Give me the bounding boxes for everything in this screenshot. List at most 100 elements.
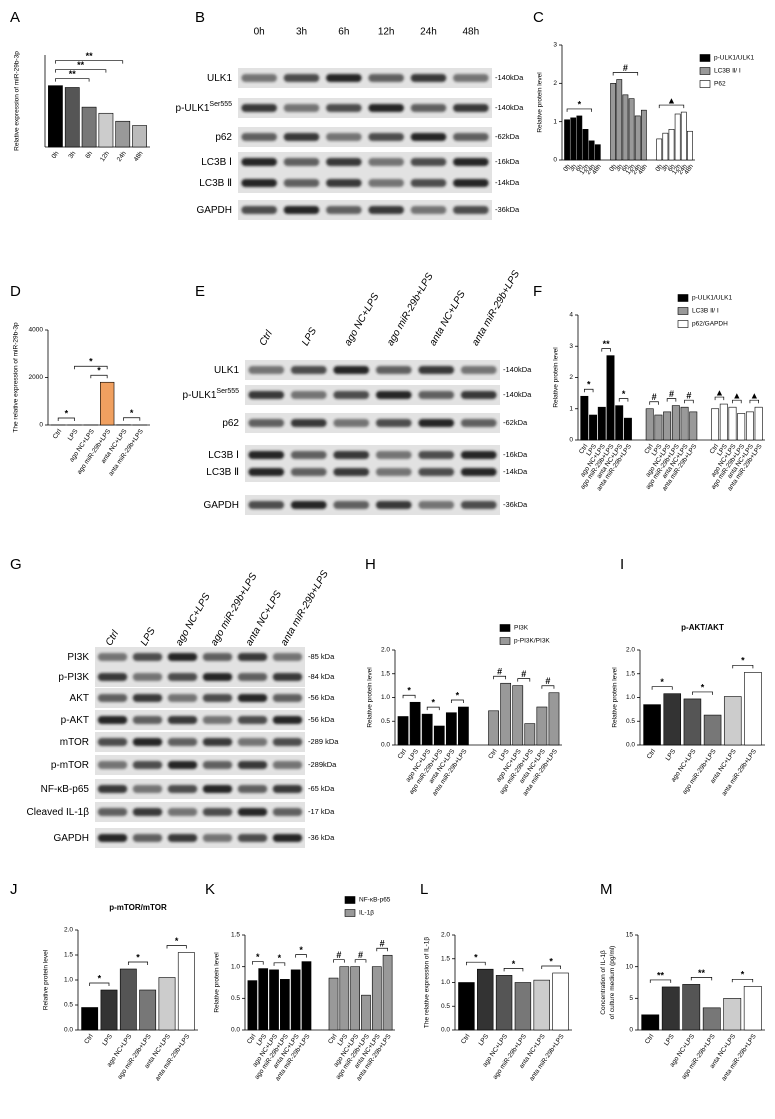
significance-bracket [612,72,639,76]
blot-band [460,501,497,509]
bar [564,119,570,161]
bar [350,966,360,1031]
legend-swatch [699,67,711,75]
x-tick-label: anta miR-29b+LPS [528,1033,566,1083]
row-label-text: AKT [70,693,89,704]
row-label-text: Cleaved IL-1β [27,807,90,818]
y-tick-label: 2.0 [381,647,390,654]
row-label: ULK1 [207,73,232,84]
blot-band [132,738,163,746]
y-tick-label: 0.0 [64,1027,73,1034]
significance-bracket [354,959,367,963]
lane-label: LPS [300,326,319,348]
significance-mark: * [175,936,179,946]
bar [339,966,350,1031]
row-label-text: p-AKT [61,715,89,726]
lane-label: anta NC+LPS [244,589,284,648]
significance-bracket [252,961,264,965]
x-tick-label: 3h [67,150,77,160]
blot-band [97,653,128,661]
row-label-text: p-ULK1 [176,103,210,114]
row-label-text: LC3B Ⅰ [208,450,239,461]
row-label: LC3B Ⅱ [199,178,232,189]
blot-band [375,468,412,476]
y-tick-label: 0.5 [64,1002,73,1009]
blot-band [241,133,277,141]
row-label-text: p-ULK1 [183,390,217,401]
kda-label: -84 kDa [308,672,335,681]
bar [589,414,598,441]
x-tick-label: Ctrl [52,428,64,441]
significance-mark: * [741,970,745,980]
blot-strip [95,802,305,822]
significance-mark: * [587,380,591,390]
blot-strip [95,755,305,775]
blot-band [418,468,455,476]
significance-mark: # [497,667,502,677]
x-tick-label: ago miR-29b+LPS [492,1033,529,1081]
blot-band [418,391,455,399]
row-label-text: p62 [222,418,239,429]
x-tick-label: Ctrl [709,443,721,456]
blot-band [202,716,233,724]
panel-letter: L [420,881,428,898]
blot-band [460,391,497,399]
x-tick-label: 3h [568,163,578,173]
x-tick-label: Ctrl [246,1033,258,1046]
blot-band [333,501,370,509]
blot-band [375,451,412,459]
row-label: GAPDH [196,205,232,216]
bar [580,395,589,441]
blot-band [167,673,198,681]
significance-bracket [541,965,561,969]
bar [597,406,606,441]
bar [48,85,63,148]
significance-bracket [732,664,754,669]
y-axis-label: Relative expression of miR-29b-3p [14,51,21,151]
significance-bracket [658,104,685,109]
significance-mark: * [660,677,664,687]
blot-band [326,74,362,82]
bar [656,138,663,161]
significance-bracket [493,675,507,680]
bar [640,109,647,161]
bar [64,87,80,148]
significance-mark: * [256,952,260,962]
y-tick-label: 0.0 [626,742,635,749]
bar [533,979,550,1031]
significance-bracket [566,108,592,112]
significance-bracket [402,694,416,699]
blot-band [368,206,404,214]
significance-bracket [295,954,307,958]
bar [290,969,301,1031]
blot-band [418,419,455,427]
y-tick-label: 2.0 [441,932,450,939]
y-tick-label: 2.0 [626,647,635,654]
blot-strip [95,732,305,752]
significance-mark: * [578,99,582,109]
bar [728,406,737,441]
bar [500,682,512,746]
significance-bracket [127,961,149,965]
bar [661,986,680,1031]
blot-band [167,808,198,816]
bar [514,982,532,1031]
blot-band [248,451,285,459]
kda-label: -36kDa [503,500,528,509]
row-label: AKT [70,693,89,704]
kda-label: -16kDa [503,450,528,459]
panel-letter: I [620,556,624,573]
significance-mark: # [652,392,657,402]
blot-band [241,158,277,166]
significance-bracket [517,678,531,682]
significance-mark: # [521,669,526,679]
y-tick-label: 1.5 [441,955,450,962]
legend-label: IL-1β [359,910,374,917]
legend-label: P62 [714,81,726,88]
significance-bracket [89,982,110,986]
bar [582,129,589,161]
blot-strip [95,828,305,848]
blot-band [237,785,268,793]
significance-bracket [376,947,388,952]
significance-bracket [666,398,677,402]
